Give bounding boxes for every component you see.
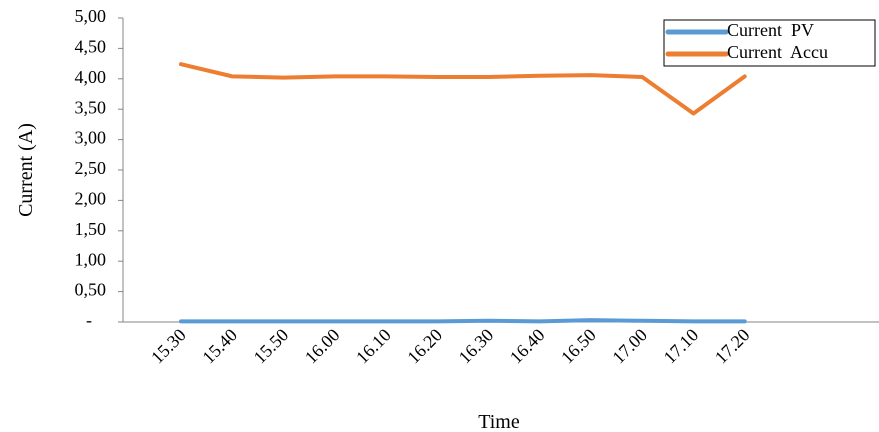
series-line-2: [181, 64, 745, 113]
x-tick-label: 16.30: [455, 325, 498, 368]
x-tick-label: 17.20: [711, 325, 754, 368]
y-tick-label: -: [86, 310, 92, 330]
legend-label: Current Accu: [727, 42, 828, 62]
y-tick-label: 2,00: [75, 189, 107, 209]
x-tick-label: 16.10: [352, 325, 395, 368]
y-tick-label: 1,00: [75, 249, 107, 269]
x-tick-label: 16.40: [506, 325, 549, 368]
x-axis-ticks: 15.30 15.40 15.50 16.00 16.10 16.20 16.30 16.40…: [147, 325, 754, 368]
series-line-1: [181, 320, 745, 321]
x-tick-label: 16.50: [557, 325, 600, 368]
y-tick-label: 5,00: [75, 6, 107, 26]
x-tick-label: 16.00: [301, 325, 344, 368]
x-tick-label: 17.10: [660, 325, 703, 368]
x-tick-label: 15.30: [147, 325, 190, 368]
series-layer: [181, 64, 745, 321]
y-tick-label: 2,50: [75, 158, 107, 178]
y-tick-label: 1,50: [75, 219, 107, 239]
x-tick-label: 17.00: [608, 325, 651, 368]
x-axis-title: Time: [478, 411, 520, 432]
y-tick-label: 3,00: [75, 128, 107, 148]
y-tick-label: 4,00: [75, 67, 107, 87]
y-tick-label: 4,50: [75, 37, 107, 57]
x-tick-label: 15.40: [198, 325, 241, 368]
y-axis-title: Current (A): [15, 123, 37, 217]
x-tick-label: 16.20: [403, 325, 446, 368]
x-tick-label: 15.50: [250, 325, 293, 368]
y-axis-ticks: - 0,50 1,00 1,50 2,00 2,50 3,00 3,50 4,00 4,50 5,0…: [75, 6, 124, 330]
y-tick-label: 0,50: [75, 280, 107, 300]
legend-label: Current PV: [727, 20, 814, 40]
y-tick-label: 3,50: [75, 97, 107, 117]
